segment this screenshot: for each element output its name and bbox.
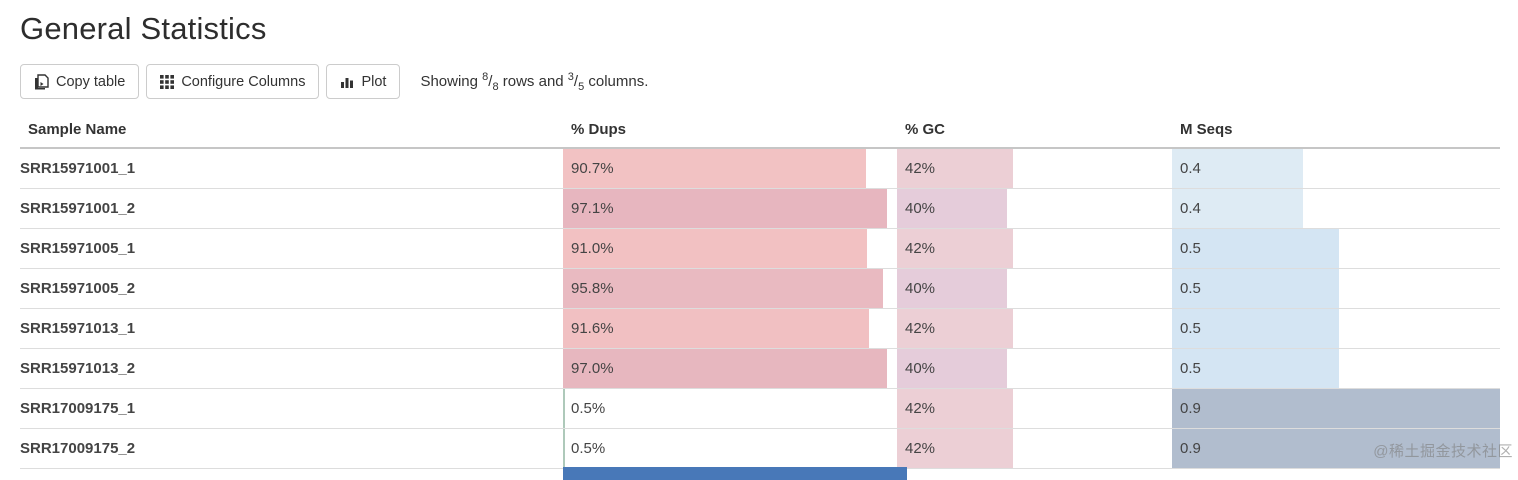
gc-bar xyxy=(897,229,1013,268)
table-header-row: Sample Name % Dups % GC M Seqs xyxy=(20,115,1500,149)
sample-name-cell: SRR15971001_2 xyxy=(20,188,563,229)
partial-next-row-gc-bar xyxy=(897,457,1013,467)
gc-cell: 40% xyxy=(897,268,1172,309)
table-row: SRR15971013_2 97.0% 40% 0.5 xyxy=(20,348,1500,389)
column-header-sample-name[interactable]: Sample Name xyxy=(20,115,563,149)
dups-cell: 97.0% xyxy=(563,348,897,389)
table-row: SRR15971005_1 91.0% 42% 0.5 xyxy=(20,228,1500,269)
sample-name-cell: SRR17009175_1 xyxy=(20,388,563,429)
dups-bar xyxy=(563,269,883,308)
copy-table-button[interactable]: Copy table xyxy=(20,64,140,99)
bar-chart-icon xyxy=(340,75,354,89)
dups-bar xyxy=(563,389,565,428)
mseqs-cell: 0.9 xyxy=(1172,428,1500,469)
column-header-m-seqs[interactable]: M Seqs xyxy=(1172,115,1500,149)
grid-icon xyxy=(160,74,175,89)
sample-name-cell: SRR15971005_1 xyxy=(20,228,563,269)
configure-columns-button[interactable]: Configure Columns xyxy=(146,64,320,99)
gc-cell: 40% xyxy=(897,188,1172,229)
sample-name-cell: SRR17009175_2 xyxy=(20,428,563,469)
showing-summary: Showing 8/8 rows and 3/5 columns. xyxy=(420,70,649,93)
plot-label: Plot xyxy=(361,73,387,90)
dups-cell: 91.6% xyxy=(563,308,897,349)
mseqs-cell: 0.5 xyxy=(1172,308,1500,349)
column-header-pct-gc[interactable]: % GC xyxy=(897,115,1172,149)
mseqs-cell: 0.9 xyxy=(1172,388,1500,429)
plot-button[interactable]: Plot xyxy=(326,64,401,99)
table-row: SRR17009175_1 0.5% 42% 0.9 xyxy=(20,388,1500,429)
gc-bar xyxy=(897,349,1007,388)
dups-cell: 0.5% xyxy=(563,428,897,469)
mseqs-bar xyxy=(1172,389,1500,428)
rows-total: 8 xyxy=(492,80,499,93)
gc-bar xyxy=(897,189,1007,228)
mseqs-bar xyxy=(1172,429,1500,468)
dups-bar xyxy=(563,229,867,268)
table-row: SRR15971005_2 95.8% 40% 0.5 xyxy=(20,268,1500,309)
mseqs-bar xyxy=(1172,269,1340,308)
dups-cell: 90.7% xyxy=(563,148,897,189)
table-row: SRR17009175_2 0.5% 42% 0.9 xyxy=(20,428,1500,469)
dups-cell: 95.8% xyxy=(563,268,897,309)
dups-bar xyxy=(563,429,565,468)
gc-cell: 42% xyxy=(897,148,1172,189)
dups-bar xyxy=(563,189,888,228)
mseqs-bar xyxy=(1172,349,1340,388)
table-toolbar: Copy table Configure Columns xyxy=(20,64,1518,99)
dups-bar xyxy=(563,309,869,348)
column-header-pct-dups[interactable]: % Dups xyxy=(563,115,897,149)
table-row: SRR15971013_1 91.6% 42% 0.5 xyxy=(20,308,1500,349)
rows-shown: 8 xyxy=(482,70,489,83)
dups-bar xyxy=(563,349,887,388)
table-row: SRR15971001_1 90.7% 42% 0.4 xyxy=(20,148,1500,189)
gc-cell: 42% xyxy=(897,308,1172,349)
dups-cell: 97.1% xyxy=(563,188,897,229)
mseqs-cell: 0.5 xyxy=(1172,228,1500,269)
dups-bar xyxy=(563,149,866,188)
gc-bar xyxy=(897,309,1013,348)
copy-icon xyxy=(34,73,49,90)
configure-columns-label: Configure Columns xyxy=(181,73,306,90)
mseqs-bar xyxy=(1172,189,1304,228)
gc-cell: 40% xyxy=(897,348,1172,389)
gc-cell: 42% xyxy=(897,228,1172,269)
dups-cell: 91.0% xyxy=(563,228,897,269)
sample-name-cell: SRR15971013_2 xyxy=(20,348,563,389)
mseqs-bar xyxy=(1172,229,1340,268)
mseqs-bar xyxy=(1172,149,1304,188)
gc-bar xyxy=(897,149,1013,188)
sample-name-cell: SRR15971013_1 xyxy=(20,308,563,349)
cols-total: 5 xyxy=(578,80,585,93)
partial-next-row-dups-bar xyxy=(563,457,565,467)
copy-table-label: Copy table xyxy=(56,73,126,90)
mseqs-bar xyxy=(1172,309,1340,348)
general-statistics-table: Sample Name % Dups % GC M Seqs SRR159710… xyxy=(20,115,1518,469)
gc-bar xyxy=(897,389,1013,428)
gc-cell: 42% xyxy=(897,388,1172,429)
gc-bar xyxy=(897,269,1007,308)
sample-name-cell: SRR15971005_2 xyxy=(20,268,563,309)
mseqs-cell: 0.5 xyxy=(1172,348,1500,389)
table-row: SRR15971001_2 97.1% 40% 0.4 xyxy=(20,188,1500,229)
mseqs-cell: 0.4 xyxy=(1172,148,1500,189)
sample-name-cell: SRR15971001_1 xyxy=(20,148,563,189)
watermark: @稀土掘金技术社区 xyxy=(1373,443,1513,460)
dups-cell: 0.5% xyxy=(563,388,897,429)
page-title: General Statistics xyxy=(20,11,267,46)
mseqs-cell: 0.4 xyxy=(1172,188,1500,229)
mseqs-cell: 0.5 xyxy=(1172,268,1500,309)
cols-shown: 3 xyxy=(567,70,574,83)
